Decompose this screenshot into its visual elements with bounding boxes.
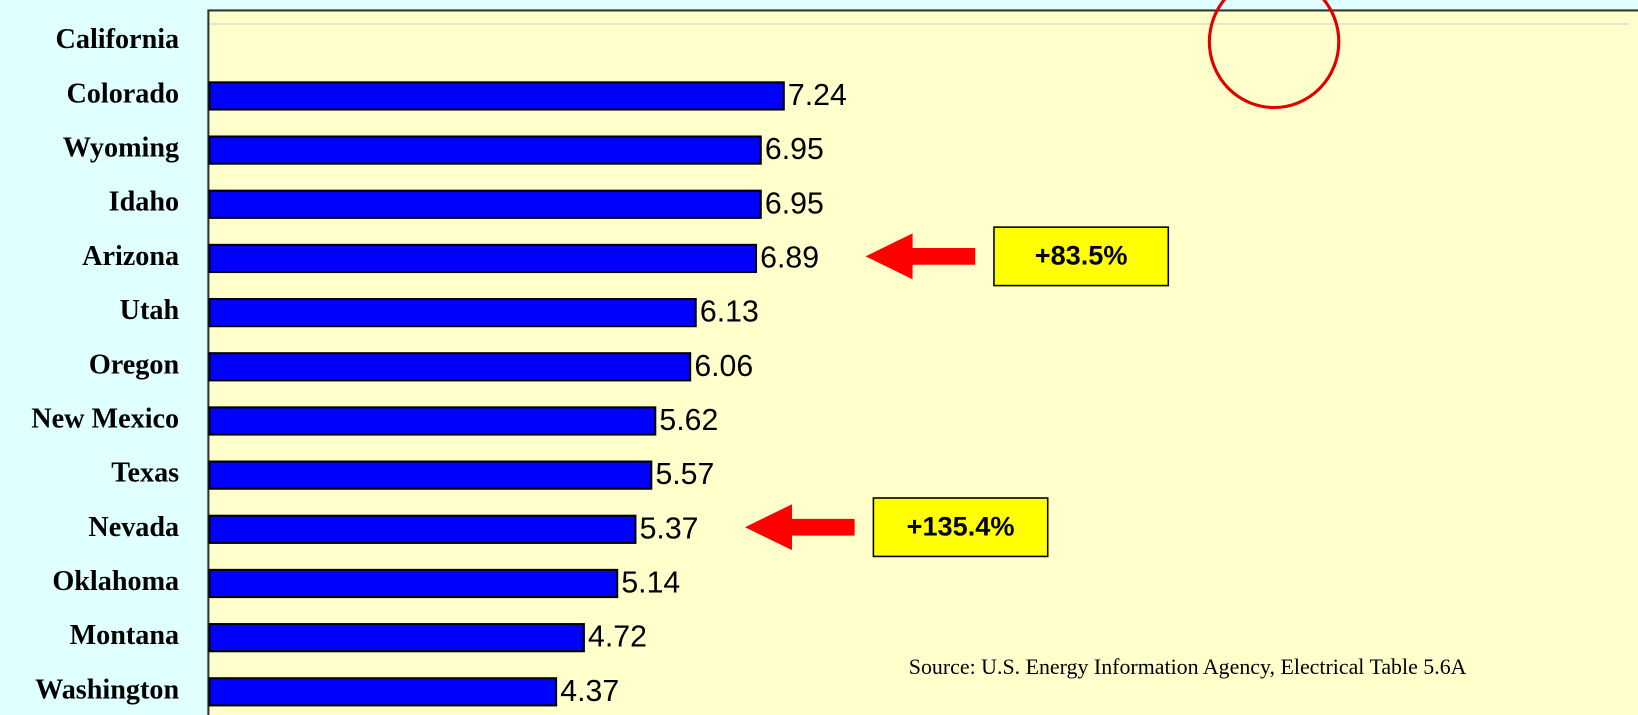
bar	[208, 460, 653, 490]
y-tick-label: Arizona	[82, 241, 179, 272]
annotation-box	[993, 226, 1170, 287]
y-tick-label: Idaho	[109, 187, 179, 218]
annotation-box	[872, 497, 1049, 558]
bar	[208, 352, 692, 382]
value-label: 6.89	[760, 241, 819, 274]
bar	[208, 677, 558, 707]
y-tick-label: Wyoming	[63, 133, 179, 164]
y-tick-label: New Mexico	[31, 403, 179, 434]
bar	[208, 406, 657, 436]
value-label: 6.13	[700, 296, 759, 329]
bar	[208, 243, 758, 274]
bar	[208, 298, 697, 328]
annotation-text: +83.5%	[1035, 240, 1128, 271]
y-tick-label: Nevada	[88, 512, 179, 543]
value-label: 6.06	[694, 350, 753, 383]
value-label: 5.37	[640, 512, 699, 545]
y-tick-label: Washington	[35, 674, 179, 705]
y-tick-label: Utah	[120, 295, 180, 326]
y-tick-label: Montana	[70, 620, 180, 651]
y-tick-label: Oklahoma	[52, 566, 179, 597]
bar	[208, 135, 762, 165]
value-label: 7.24	[788, 79, 847, 112]
value-label: 5.14	[621, 567, 680, 600]
bar	[208, 514, 637, 544]
value-label: 6.95	[765, 187, 824, 220]
value-label: 5.57	[655, 458, 714, 491]
y-tick-label: Colorado	[66, 78, 179, 109]
source: Source: U.S. Energy Information Agency, …	[909, 654, 1467, 679]
arrow	[745, 504, 855, 551]
value-label: 6.95	[765, 133, 824, 166]
arrow	[865, 233, 976, 280]
bar	[208, 81, 785, 111]
value-label: 4.37	[560, 675, 619, 708]
value-label: 5.62	[659, 404, 718, 437]
y-tick-label: California	[56, 24, 180, 55]
y-tick-label: Oregon	[89, 349, 180, 380]
annotation-text: +135.4%	[907, 510, 1015, 541]
bar	[208, 623, 585, 653]
bar	[208, 568, 619, 599]
y-tick-label: Texas	[111, 458, 179, 489]
bar	[208, 189, 762, 219]
value-label: 4.72	[588, 621, 647, 654]
